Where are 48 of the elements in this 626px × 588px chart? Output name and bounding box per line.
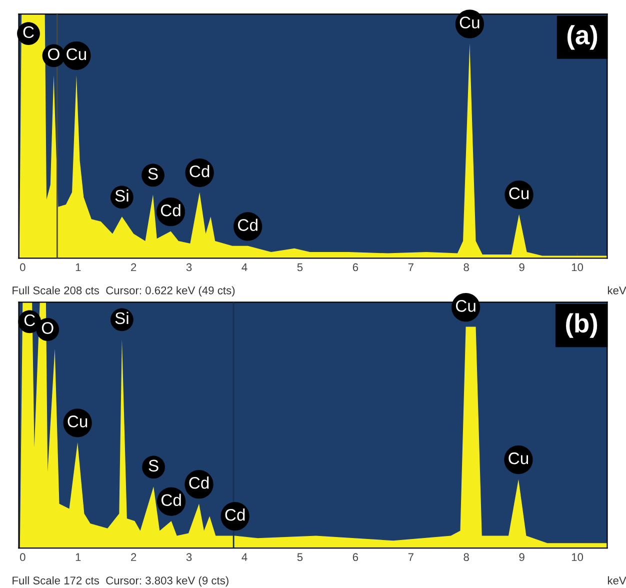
chart-title: (b)	[566, 313, 598, 338]
annotation: Cu	[508, 452, 528, 464]
annotation: O	[42, 322, 54, 334]
annotation: S	[148, 168, 158, 180]
x-tick-label: 10	[572, 263, 584, 272]
x-axis-title: keV	[608, 286, 626, 294]
annotation: O	[48, 48, 60, 60]
annotation: Cd	[161, 494, 181, 506]
annotation: Si	[115, 189, 128, 202]
x-tick-label: 5	[297, 553, 303, 562]
annotation: Cu	[460, 16, 480, 28]
annotation: C	[23, 26, 34, 38]
x-tick-label: 2	[131, 553, 136, 561]
x-tick-label: 9	[519, 263, 524, 272]
x-tick-label: 9	[519, 553, 524, 562]
annotation: Cd	[225, 508, 245, 521]
x-tick-label: 3	[186, 553, 192, 562]
x-tick-label: 4	[242, 263, 248, 272]
x-axis-title: keV	[608, 576, 626, 584]
x-tick-label: 1	[76, 263, 81, 272]
x-tick-label: 10	[572, 553, 584, 562]
annotation: C	[24, 314, 35, 326]
x-tick-label: 8	[464, 263, 469, 272]
annotation: Cd	[160, 204, 180, 216]
annotation: Cu	[66, 48, 86, 60]
x-tick-label: 7	[408, 553, 414, 561]
annotation: Cu	[456, 300, 476, 312]
x-tick-label: 8	[464, 553, 469, 562]
x-tick-label: 1	[76, 553, 81, 561]
annotation: Cd	[190, 165, 210, 178]
x-tick-label: 4	[242, 553, 248, 561]
annotation: Cu	[509, 187, 529, 200]
annotation: Cd	[238, 218, 258, 231]
x-tick-label: 7	[408, 263, 414, 272]
x-tick-label: 6	[352, 263, 358, 272]
annotation: Si	[115, 312, 128, 324]
x-tick-label: 3	[186, 263, 192, 272]
annotation: Cd	[189, 476, 209, 489]
chart-title: (a)	[567, 25, 598, 50]
x-tick-label: 0	[20, 553, 26, 562]
x-tick-label: 5	[297, 263, 303, 272]
annotation: S	[148, 460, 158, 472]
annotation: Cu	[68, 416, 88, 428]
x-tick-label: 6	[352, 553, 358, 562]
text: Full Scale 208 cts Cursor: 0.622 keV (49 cts)	[12, 286, 235, 297]
text: Full Scale 172 cts Cursor: 3.803 keV (9 cts)	[12, 576, 228, 587]
x-tick-label: 2	[131, 263, 136, 272]
x-tick-label: 0	[20, 263, 26, 272]
